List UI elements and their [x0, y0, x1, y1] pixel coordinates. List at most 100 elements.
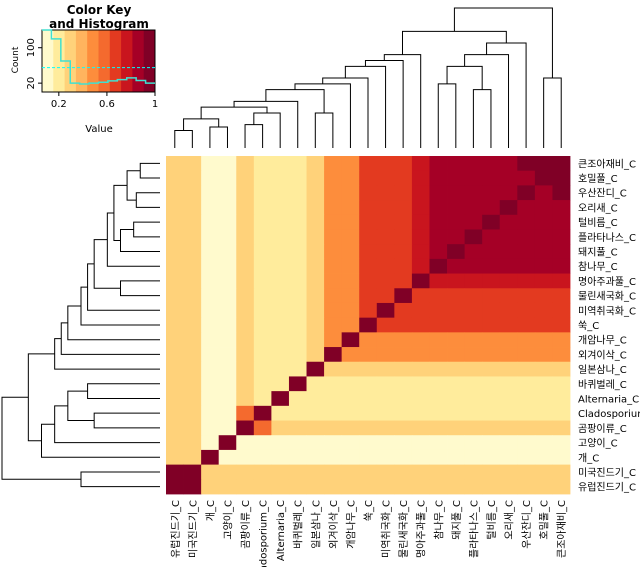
heatmap-cell [236, 317, 255, 333]
heatmap-cell [394, 405, 413, 421]
heatmap-cell [324, 361, 343, 377]
heatmap-cell [288, 361, 307, 377]
dendrogram-branch [93, 412, 160, 429]
heatmap-cell [271, 214, 290, 230]
heatmap-cell [201, 361, 220, 377]
heatmap-cell [429, 185, 448, 201]
heatmap-cell [534, 347, 553, 363]
heatmap-cell [253, 449, 272, 466]
heatmap-cell [253, 391, 272, 407]
color-key-swatch [121, 30, 133, 92]
heatmap-cell [464, 347, 483, 363]
heatmap-cell [499, 361, 518, 377]
heatmap-cell [552, 317, 571, 333]
heatmap-cell [376, 244, 395, 260]
heatmap-cell [482, 244, 501, 260]
heatmap-cell [552, 156, 571, 172]
heatmap-cell [499, 302, 518, 319]
heatmap-cell [482, 229, 501, 245]
heatmap-cell [236, 332, 255, 348]
heatmap-cell [534, 449, 553, 466]
column-label: 일본삼나_C [310, 500, 322, 549]
heatmap-cell [271, 288, 290, 304]
heatmap-cell [376, 464, 395, 480]
heatmap-cell [324, 229, 343, 245]
heatmap-cell [499, 435, 518, 451]
heatmap-cell [218, 258, 237, 274]
heatmap-cell [166, 229, 184, 245]
heatmap-cell [271, 405, 290, 421]
heatmap-cell [253, 214, 272, 230]
heatmap-cell [288, 214, 307, 230]
heatmap-cell [201, 170, 220, 186]
heatmap-cell [447, 347, 466, 363]
heatmap-cell [534, 170, 553, 186]
heatmap-cell [236, 464, 255, 480]
heatmap-cell [482, 479, 501, 495]
row-label: Cladosporium_C [578, 409, 640, 420]
heatmap-cell [306, 420, 325, 436]
dendrogram-branch [120, 228, 160, 253]
row-label: 미국진드기_C [578, 467, 636, 479]
heatmap-cell [183, 420, 202, 436]
heatmap-cell [271, 347, 290, 363]
heatmap-cell [394, 229, 413, 245]
heatmap-cell [517, 449, 536, 466]
heatmap-cell [552, 420, 571, 436]
heatmap-cell [394, 156, 413, 172]
heatmap-cell [447, 435, 466, 451]
column-label: 털비름_C [486, 500, 498, 540]
heatmap-cell [517, 420, 536, 436]
heatmap-cell [429, 317, 448, 333]
heatmap-cell [464, 156, 483, 172]
heatmap-cell [271, 302, 290, 319]
row-label: Alternaria_C [578, 394, 639, 405]
heatmap-cell [534, 361, 553, 377]
heatmap-cell [306, 214, 325, 230]
heatmap-cell [306, 200, 325, 216]
heatmap-cell [359, 229, 378, 245]
heatmap-cell [218, 185, 237, 201]
heatmap-cell [429, 464, 448, 480]
heatmap-cell [306, 302, 325, 319]
heatmap-cell [429, 391, 448, 407]
column-label: 오리새_C [504, 500, 516, 540]
dendrogram-branch [344, 65, 387, 148]
heatmap-cell [429, 376, 448, 392]
heatmap-cell [218, 405, 237, 421]
heatmap-cell [429, 479, 448, 495]
heatmap-cell [288, 185, 307, 201]
heatmap-cell [341, 200, 360, 216]
heatmap-cell [517, 273, 536, 289]
heatmap-cell [306, 479, 325, 495]
heatmap-cell [306, 347, 325, 363]
heatmap-cell [482, 347, 501, 363]
heatmap-cell [253, 244, 272, 260]
heatmap-cell [218, 156, 237, 172]
heatmap-cell [411, 244, 430, 260]
heatmap-cell [482, 361, 501, 377]
column-label: 개암나무_C [345, 500, 357, 549]
heatmap-cell [447, 464, 466, 480]
heatmap-cell [183, 479, 202, 495]
heatmap-cell [324, 170, 343, 186]
heatmap-cell [411, 464, 430, 480]
heatmap-cell [429, 435, 448, 451]
heatmap-cell [376, 229, 395, 245]
heatmap-cell [166, 332, 184, 348]
heatmap-cell [447, 185, 466, 201]
heatmap-cell [534, 405, 553, 421]
heatmap-cell [236, 361, 255, 377]
heatmap-cell [236, 170, 255, 186]
heatmap-cell [306, 185, 325, 201]
heatmap-cell [288, 170, 307, 186]
heatmap-cell [218, 288, 237, 304]
dendrogram-branch [113, 184, 128, 241]
dendrogram-branch [233, 100, 299, 148]
heatmap-cell [271, 435, 290, 451]
heatmap-cell [341, 258, 360, 274]
heatmap-cell [552, 185, 571, 201]
heatmap-cell [271, 200, 290, 216]
heatmap-cell [552, 244, 571, 260]
heatmap-cell [376, 420, 395, 436]
